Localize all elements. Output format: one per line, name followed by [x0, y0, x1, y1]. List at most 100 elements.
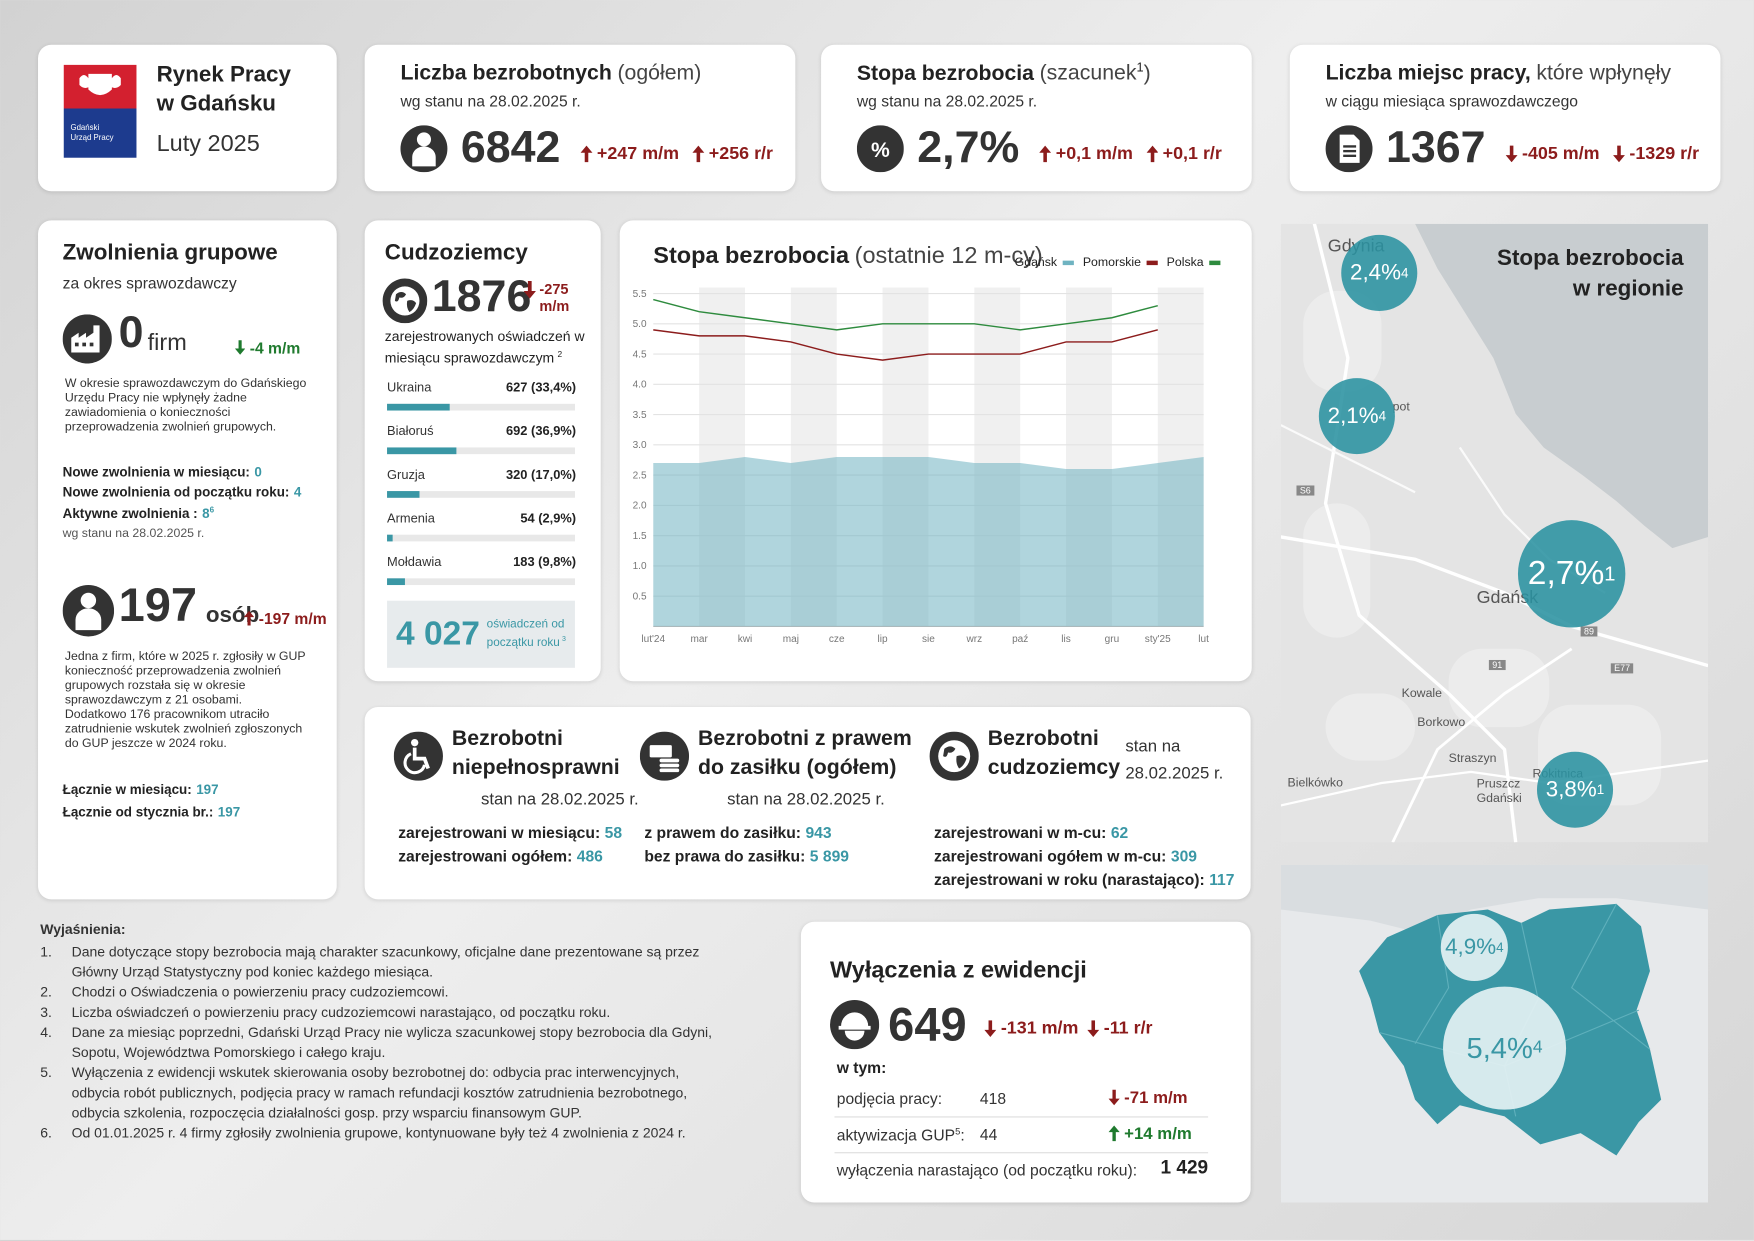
map-title-line: Stopa bezrobocia: [1497, 246, 1684, 271]
logo-text: Gdański: [70, 124, 100, 132]
share-bar: [387, 403, 450, 411]
place-label: Bielkówko: [1287, 776, 1343, 790]
section-title: Cudzoziemcy: [384, 240, 528, 266]
total-box: 4 027 oświadczeń od początku roku 3: [387, 600, 575, 668]
note-num: 5.: [40, 1064, 52, 1081]
arrow-shape: [1613, 145, 1625, 163]
note-text: Dane dotyczące stopy bezrobocia mają cha…: [71, 944, 700, 980]
bubble-label: 3,8%: [1545, 776, 1597, 802]
arrow-shape: [234, 340, 246, 356]
kpi-title: Liczba bezrobotnych (ogółem): [400, 62, 701, 87]
chart-card: Stopa bezrobocia (ostatnie 12 m-cy) Gdańsk…: [619, 220, 1252, 682]
road-label: 89: [1580, 626, 1598, 637]
footnote-ref: 4: [1496, 939, 1504, 956]
row-label-text: aktywizacja GUP: [836, 1126, 956, 1144]
x-tick-label: sty'25: [1145, 634, 1171, 645]
stat-row: Aktywne zwolnienia :86: [63, 504, 214, 521]
place-label: pot: [1392, 400, 1410, 414]
group-title: Bezrobotni: [987, 727, 1099, 751]
place-label: Borkowo: [1417, 715, 1466, 730]
kpi-title-note: (szacunek: [1039, 61, 1137, 86]
stat-label: Aktywne zwolnienia :: [62, 505, 198, 522]
line-chart: 0.5 1.0 1.5 2.0 2.5 3.0 3.5 4.0 4.5 5.0 5.5 lut'24 m…: [633, 287, 1209, 645]
bubble-label: 2,4%: [1350, 260, 1402, 285]
icon: [400, 124, 448, 172]
kpi-card: Liczba miejsc pracy, które wpłynęły w ciąg…: [1289, 44, 1721, 192]
change-text: -11 r/r: [1103, 1019, 1153, 1039]
y-tick-label: 3.0: [633, 440, 647, 451]
group-row: zarejestrowani ogółem w m-cu: 309: [934, 847, 1197, 865]
arrow-shape: [523, 280, 537, 299]
big-value: 1876: [431, 271, 532, 322]
road: [1391, 647, 1573, 843]
y-tick-label: 4.5: [633, 349, 647, 360]
share-bar: [387, 578, 406, 586]
icon-glyph: [412, 145, 436, 166]
icon-glyph: [82, 342, 87, 347]
road: [1312, 223, 1518, 843]
section-title: Wyłączenia z ewidencji: [830, 957, 1087, 984]
change-text: +0,1 r/r: [1162, 143, 1222, 163]
kpi-value: 1367: [1385, 123, 1486, 173]
stat-value: 4: [293, 484, 302, 501]
note-text: Dane za miesiąc poprzedni, Gdański Urząd…: [71, 1024, 713, 1061]
groups-card: Bezrobotni niepełnosprawni stan na 28.02.2…: [364, 706, 1251, 900]
y-tick-label: 2.5: [633, 470, 647, 481]
logo-bottom: Gdański Urząd Pracy: [63, 108, 137, 158]
row-label: zarejestrowani ogółem:: [398, 846, 573, 865]
stat-value: 197: [196, 781, 219, 798]
y-tick-label: 3.5: [633, 410, 647, 421]
group-row: zarejestrowani ogółem: 486: [398, 847, 603, 865]
row-value: 309: [1170, 846, 1198, 865]
stat-row: Łącznie w miesiącu: 197: [63, 782, 219, 798]
kpi-title: Stopa bezrobocia (szacunek1): [857, 62, 1151, 87]
kpi-row: 6842 +247 m/m +256 r/r: [400, 123, 773, 173]
big-unit: firm: [147, 329, 187, 356]
row-label-text: podjęcia pracy:: [836, 1089, 943, 1108]
icon-glyph: [659, 763, 680, 768]
as-of: stan na 28.02.2025 r.: [1125, 737, 1224, 784]
row-line: [834, 1116, 1209, 1118]
icon-glyph: [659, 758, 680, 763]
footnote-ref: 4: [1401, 265, 1409, 281]
logo-crest: [79, 73, 121, 96]
change-text: -197 m/m: [258, 609, 327, 628]
legend-item: Gdańsk: [1015, 256, 1074, 270]
footnote-ref: 6: [209, 504, 215, 515]
map-drawing: [1280, 223, 1709, 843]
caption-text: zarejestrowanych oświadczeń w miesiącu s…: [384, 328, 585, 366]
icon-glyph: [838, 1012, 871, 1030]
change: -197 m/m: [243, 609, 327, 628]
row-label: zarejestrowani w roku (narastająco):: [934, 870, 1205, 889]
row-value: 418: [979, 1089, 1007, 1108]
row-value: 62: [1110, 823, 1129, 842]
y-tick-label: 5.0: [633, 319, 647, 330]
arrow-shape: [243, 611, 255, 626]
country-name: Białoruś: [387, 425, 434, 439]
arrow-shape: [1108, 1090, 1120, 1106]
note-num: 6.: [40, 1125, 52, 1141]
icon-glyph: [89, 342, 94, 347]
kpi-title-note: które wpłynęły: [1536, 61, 1671, 86]
area: [653, 456, 1204, 627]
kpi-title: Liczba miejsc pracy, które wpłynęły: [1326, 62, 1671, 87]
change-text: -1329 r/r: [1629, 143, 1700, 163]
icon-glyph: [1343, 149, 1357, 152]
arrow-icon: [580, 145, 593, 163]
row-label-end: :: [960, 1126, 965, 1144]
legend: Gdańsk Pomorskie Polska: [1015, 256, 1221, 270]
icon-glyph: [74, 342, 79, 347]
kpi-row: 649 -131 m/m -11 r/r: [830, 998, 1153, 1052]
note-text: Liczba oświadczeń o powierzeniu pracy cu…: [71, 1004, 611, 1021]
y-tick-label: 1.5: [633, 531, 647, 542]
kpi-title-main: Stopa bezrobocia: [856, 61, 1035, 86]
change-unit: m/m: [539, 297, 570, 315]
kpi-title-main: Liczba miejsc pracy,: [1325, 61, 1531, 86]
sea: [1280, 864, 1709, 932]
kpi-title-note-end: ): [1143, 61, 1151, 86]
x-tick-label: kwi: [738, 634, 753, 645]
stat-label: Nowe zwolnienia w miesiącu:: [62, 464, 250, 480]
footnote-ref: 4: [1532, 1038, 1543, 1058]
icon: [62, 585, 115, 637]
